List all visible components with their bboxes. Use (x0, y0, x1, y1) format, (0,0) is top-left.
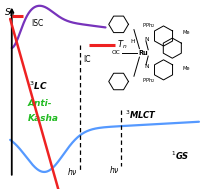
Text: Kasha: Kasha (27, 114, 58, 123)
Text: $T_n$: $T_n$ (116, 39, 126, 51)
Text: $^3$MLCT: $^3$MLCT (124, 108, 156, 121)
Text: PPh$_2$: PPh$_2$ (141, 76, 154, 85)
Text: Ru: Ru (137, 50, 147, 56)
Text: Anti-: Anti- (27, 98, 52, 108)
Text: $^3$LC: $^3$LC (29, 80, 48, 92)
Text: ISC: ISC (31, 19, 43, 28)
Text: $h\nu$: $h\nu$ (66, 166, 77, 177)
Text: Me: Me (181, 30, 189, 35)
Text: $^1$GS: $^1$GS (170, 150, 188, 162)
Text: IC: IC (82, 55, 90, 64)
Text: H: H (130, 39, 134, 44)
Text: N: N (144, 37, 149, 42)
Text: PPh$_2$: PPh$_2$ (141, 21, 154, 30)
Text: Me: Me (181, 66, 189, 71)
Text: OC: OC (112, 50, 120, 55)
Text: N: N (144, 64, 149, 69)
Text: $h\nu$: $h\nu$ (109, 164, 120, 175)
Text: $S_n$: $S_n$ (4, 6, 15, 19)
